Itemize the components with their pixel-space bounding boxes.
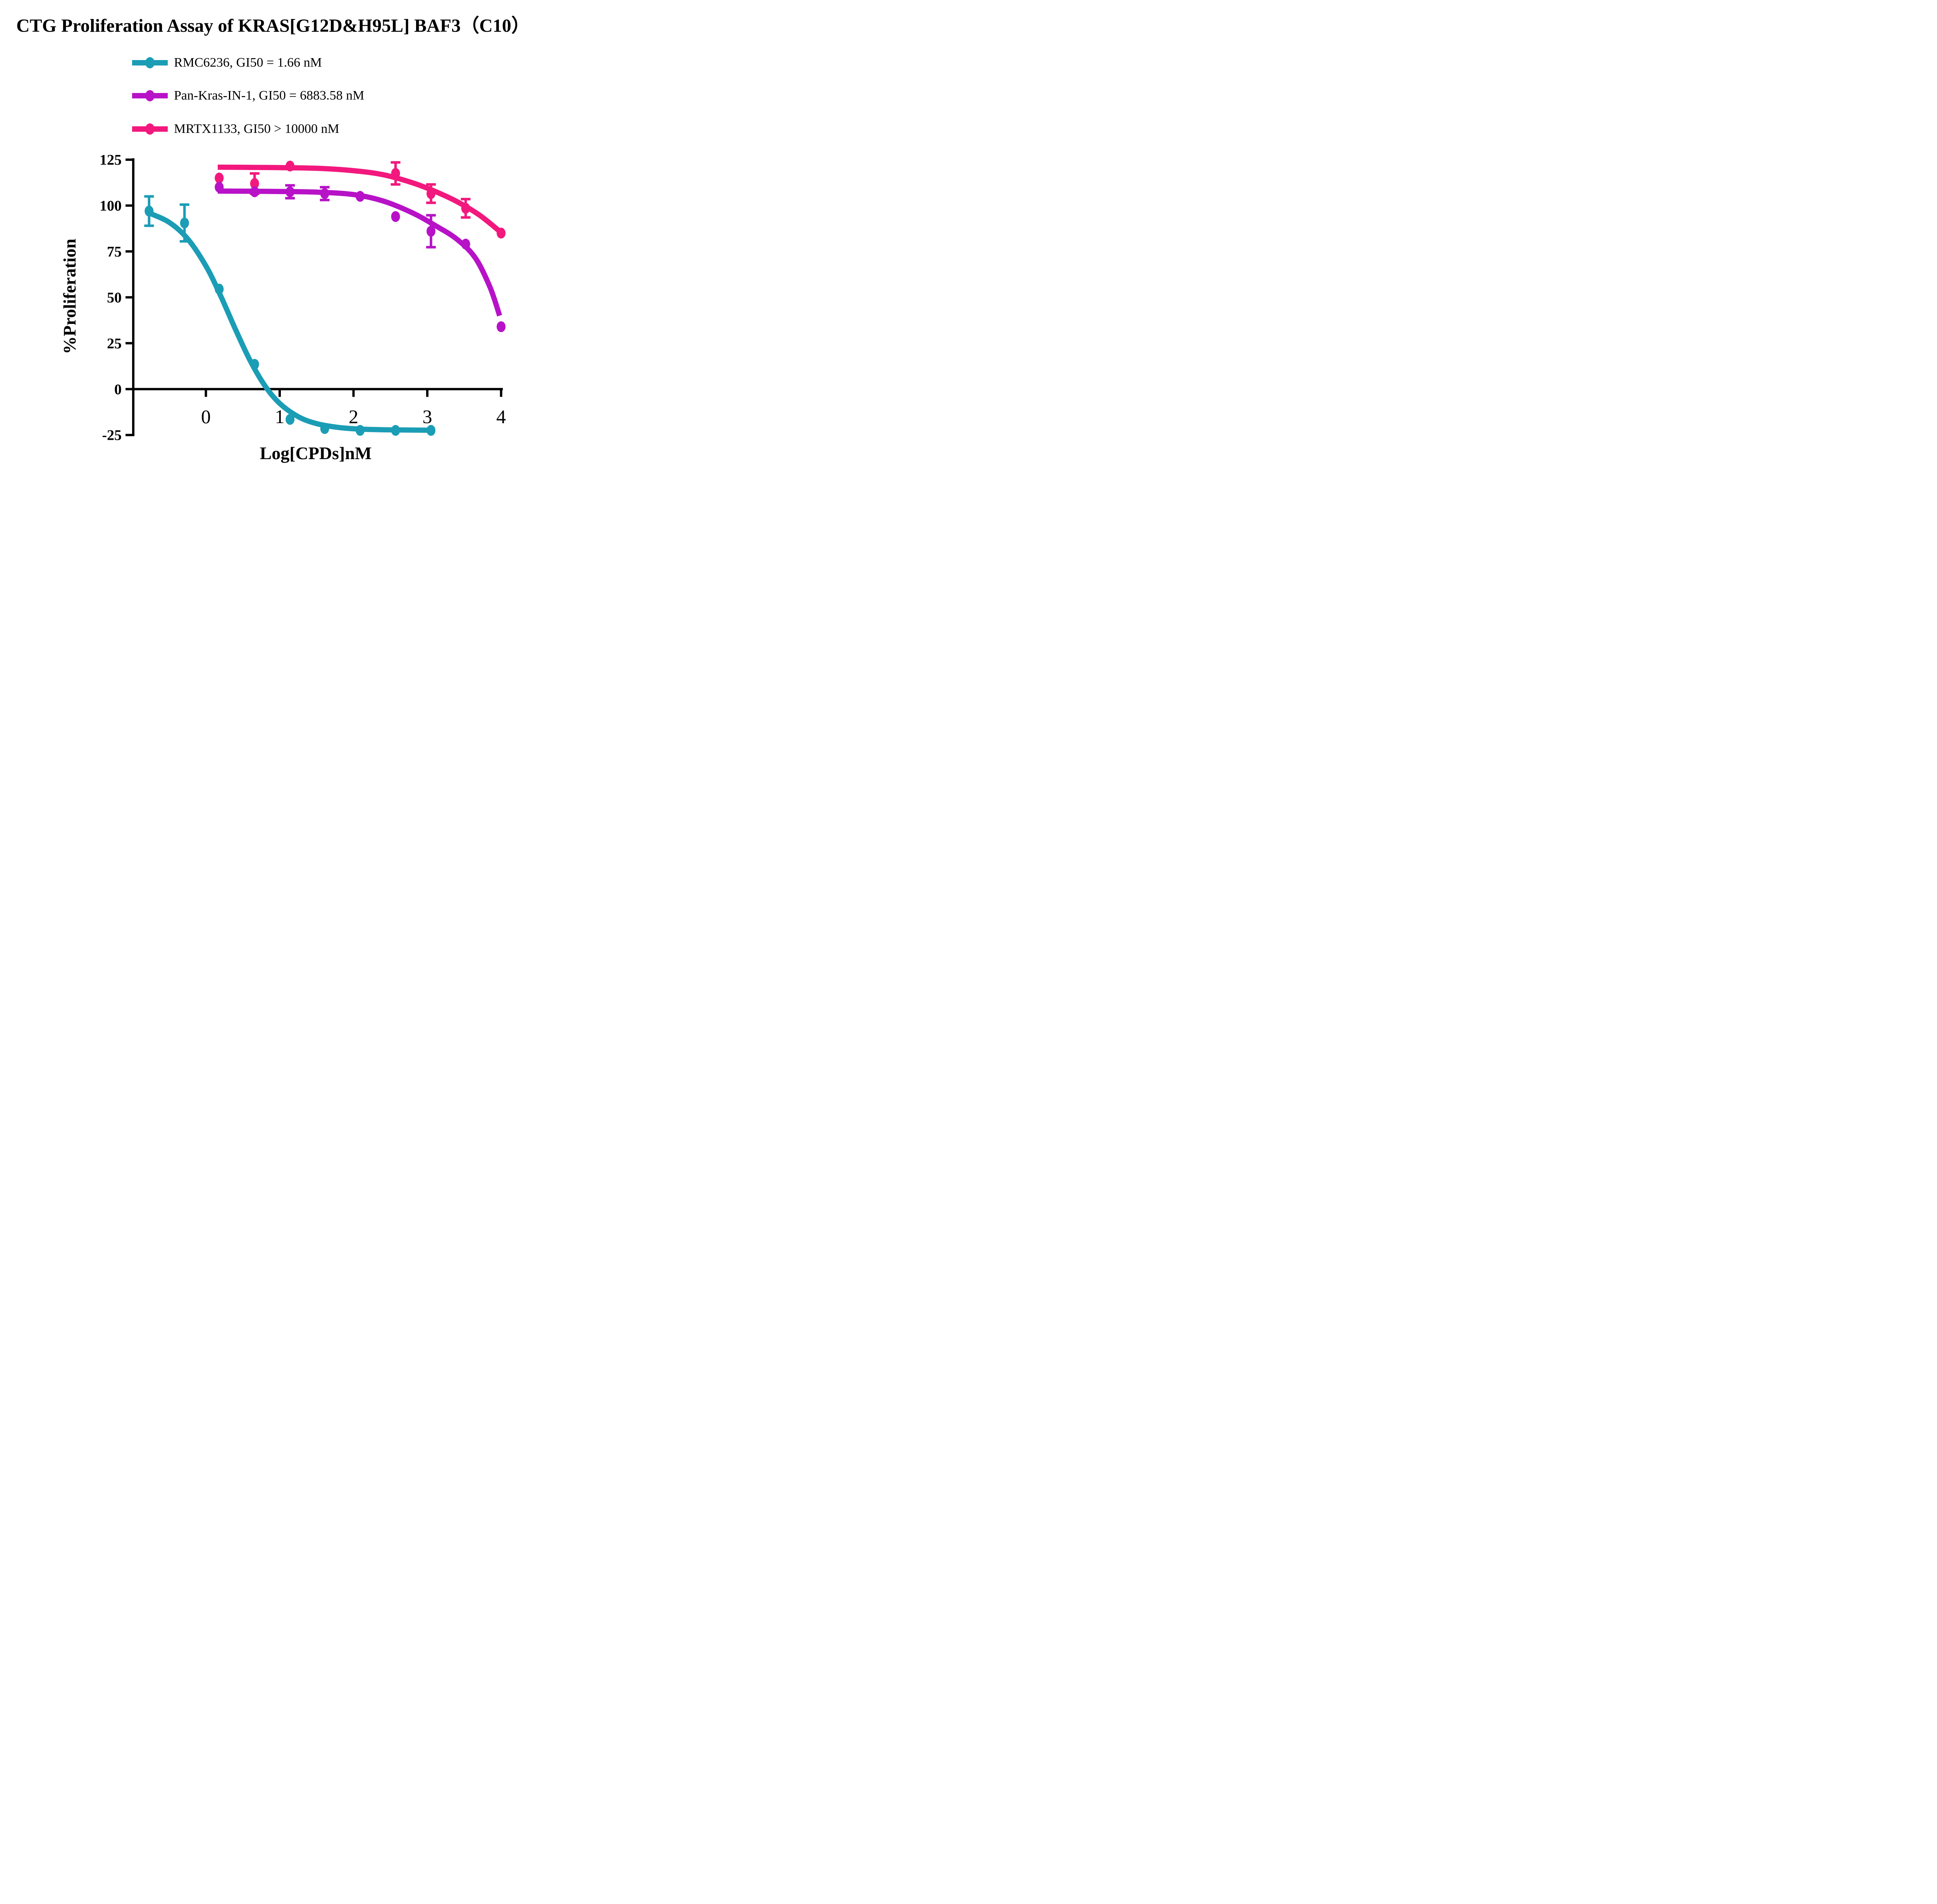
data-point bbox=[215, 182, 224, 193]
data-points bbox=[215, 160, 506, 239]
data-point bbox=[320, 188, 329, 199]
y-axis-title: %Proliferation bbox=[60, 239, 79, 354]
data-point bbox=[461, 239, 470, 250]
data-point bbox=[250, 359, 259, 370]
x-tick-label: 1 bbox=[275, 406, 285, 427]
y-tick-label: 75 bbox=[107, 244, 122, 260]
y-tick-label: -25 bbox=[102, 427, 122, 444]
fit-curve-Pan-Kras-IN-1 bbox=[217, 188, 502, 317]
legend-item-rmc6236: RMC6236, GI50 = 1.66 nM bbox=[131, 54, 322, 71]
series-RMC6236 bbox=[144, 195, 435, 436]
dose-response-plot: 125 100 75 50 25 0 -25 0 1 2 3 4 Log[CPDs]nM %Prolife… bbox=[60, 152, 506, 463]
legend-item-mrtx1133: MRTX1133, GI50 > 10000 nM bbox=[131, 121, 339, 138]
data-point bbox=[320, 423, 329, 434]
legend-label: RMC6236, GI50 = 1.66 nM bbox=[174, 55, 322, 70]
data-point bbox=[286, 186, 295, 197]
data-point bbox=[391, 211, 400, 222]
y-tick-labels: 125 100 75 50 25 0 -25 bbox=[100, 152, 122, 444]
data-point bbox=[461, 203, 470, 214]
legend-marker-icon bbox=[132, 90, 168, 102]
x-tick-label: 4 bbox=[496, 406, 506, 427]
data-point bbox=[180, 217, 189, 229]
legend-label: Pan-Kras-IN-1, GI50 = 6883.58 nM bbox=[174, 88, 365, 103]
y-tick-label: 100 bbox=[100, 198, 122, 214]
data-point bbox=[356, 425, 365, 436]
data-point bbox=[215, 284, 224, 295]
y-tick-label: 0 bbox=[114, 381, 122, 398]
ticks bbox=[126, 158, 502, 436]
legend-item-pan-kras-in-1: Pan-Kras-IN-1, GI50 = 6883.58 nM bbox=[131, 87, 364, 104]
y-tick-label: 25 bbox=[107, 336, 122, 352]
x-tick-label: 3 bbox=[423, 406, 432, 427]
y-tick-label: 125 bbox=[100, 152, 122, 168]
data-point bbox=[427, 226, 435, 237]
series-Pan-Kras-IN-1 bbox=[215, 182, 506, 332]
data-point bbox=[250, 178, 259, 189]
data-point bbox=[145, 205, 154, 217]
legend-marker-icon bbox=[132, 123, 168, 135]
fit-curve-RMC6236 bbox=[147, 210, 433, 433]
data-point bbox=[497, 227, 506, 239]
y-tick-label: 50 bbox=[107, 289, 122, 306]
figure: CTG Proliferation Assay of KRAS[G12D&H95… bbox=[0, 0, 631, 476]
legend-marker-icon bbox=[132, 57, 168, 69]
data-point bbox=[427, 425, 435, 436]
data-points bbox=[145, 205, 435, 436]
series-MRTX1133 bbox=[215, 160, 506, 239]
data-point bbox=[215, 172, 224, 184]
x-tick-label: 2 bbox=[349, 406, 358, 427]
data-point bbox=[286, 160, 295, 172]
x-tick-labels: 0 1 2 3 4 bbox=[201, 406, 506, 427]
chart-title: CTG Proliferation Assay of KRAS[G12D&H95… bbox=[16, 15, 530, 36]
x-tick-label: 0 bbox=[201, 406, 211, 427]
data-point bbox=[427, 188, 435, 199]
data-points bbox=[215, 182, 506, 332]
x-axis-title: Log[CPDs]nM bbox=[260, 443, 372, 463]
data-point bbox=[391, 425, 400, 436]
legend-label: MRTX1133, GI50 > 10000 nM bbox=[174, 122, 339, 136]
data-point bbox=[356, 191, 365, 202]
data-point bbox=[497, 321, 506, 332]
axes bbox=[132, 158, 503, 436]
data-point bbox=[250, 186, 259, 197]
data-point bbox=[286, 414, 295, 425]
data-point bbox=[391, 168, 400, 179]
